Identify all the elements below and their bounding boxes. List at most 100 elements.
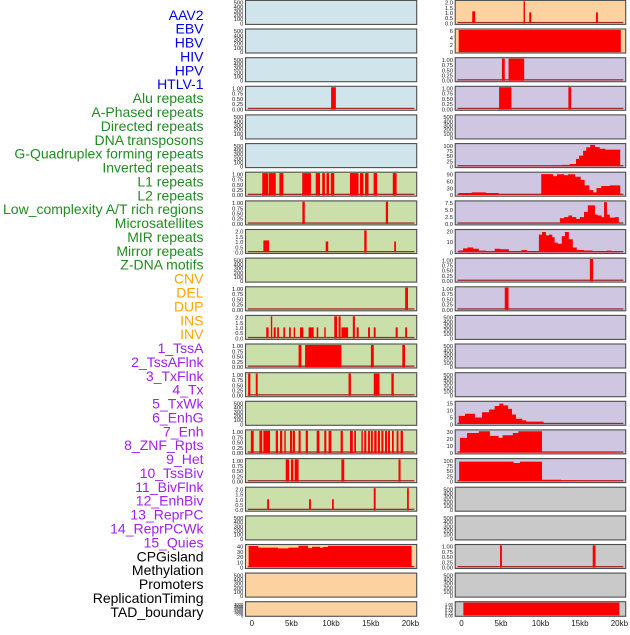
svg-text:1_TssA: 1_TssA bbox=[158, 340, 205, 356]
svg-text:4_Tx: 4_Tx bbox=[172, 382, 203, 398]
svg-text:500: 500 bbox=[234, 258, 244, 264]
svg-text:200: 200 bbox=[443, 586, 453, 592]
svg-text:Inverted repeats: Inverted repeats bbox=[102, 160, 203, 176]
svg-text:400: 400 bbox=[234, 148, 244, 154]
svg-text:0: 0 bbox=[450, 193, 453, 199]
svg-text:400: 400 bbox=[234, 262, 244, 268]
svg-text:0.50: 0.50 bbox=[442, 97, 453, 103]
svg-text:0: 0 bbox=[450, 480, 453, 486]
svg-text:500: 500 bbox=[234, 115, 244, 121]
svg-text:0: 0 bbox=[240, 50, 243, 56]
svg-text:15kb: 15kb bbox=[571, 619, 589, 628]
svg-text:1.00: 1.00 bbox=[442, 545, 453, 551]
svg-text:500: 500 bbox=[234, 402, 244, 408]
svg-text:0.25: 0.25 bbox=[232, 217, 243, 223]
svg-text:2.0: 2.0 bbox=[235, 316, 243, 322]
svg-text:ReplicationTiming: ReplicationTiming bbox=[93, 590, 204, 606]
svg-text:DUP: DUP bbox=[174, 298, 204, 314]
svg-text:0: 0 bbox=[240, 279, 243, 285]
svg-text:0.75: 0.75 bbox=[232, 292, 243, 298]
svg-text:0.75: 0.75 bbox=[442, 264, 453, 270]
svg-text:400: 400 bbox=[443, 577, 453, 583]
svg-text:Mirror repeats: Mirror repeats bbox=[116, 243, 203, 259]
svg-text:0: 0 bbox=[240, 565, 243, 571]
svg-text:100: 100 bbox=[443, 590, 453, 596]
svg-text:5.0: 5.0 bbox=[445, 208, 453, 214]
svg-text:EBV: EBV bbox=[175, 21, 204, 37]
svg-text:300: 300 bbox=[443, 353, 453, 359]
svg-text:2.0: 2.0 bbox=[235, 230, 243, 236]
svg-text:300: 300 bbox=[234, 9, 244, 15]
svg-text:0.75: 0.75 bbox=[442, 63, 453, 69]
svg-text:1.00: 1.00 bbox=[232, 373, 243, 379]
svg-text:400: 400 bbox=[443, 377, 453, 383]
svg-text:30: 30 bbox=[237, 550, 243, 556]
svg-text:200: 200 bbox=[234, 128, 244, 134]
svg-text:25: 25 bbox=[447, 159, 453, 165]
svg-text:INV: INV bbox=[180, 326, 204, 342]
svg-text:0: 0 bbox=[450, 508, 453, 514]
svg-text:400: 400 bbox=[234, 520, 244, 526]
svg-text:15_Quies: 15_Quies bbox=[144, 534, 204, 550]
svg-text:2.0: 2.0 bbox=[445, 1, 453, 7]
svg-text:1.0: 1.0 bbox=[445, 11, 453, 17]
svg-text:30: 30 bbox=[447, 186, 453, 192]
svg-text:200: 200 bbox=[443, 357, 453, 363]
svg-text:50: 50 bbox=[447, 154, 453, 160]
svg-text:1.00: 1.00 bbox=[232, 87, 243, 93]
svg-text:5_TxWk: 5_TxWk bbox=[152, 396, 204, 412]
svg-text:0: 0 bbox=[450, 336, 453, 342]
svg-text:15: 15 bbox=[447, 402, 453, 408]
svg-text:5kb: 5kb bbox=[285, 619, 298, 628]
svg-text:0.00: 0.00 bbox=[442, 107, 453, 113]
svg-text:0.25: 0.25 bbox=[442, 102, 453, 108]
svg-text:0: 0 bbox=[240, 165, 243, 171]
svg-text:0.5: 0.5 bbox=[235, 245, 243, 251]
svg-text:1.5: 1.5 bbox=[445, 6, 453, 12]
svg-text:15kb: 15kb bbox=[362, 619, 380, 628]
svg-text:1.5: 1.5 bbox=[235, 235, 243, 241]
svg-text:L2 repeats: L2 repeats bbox=[137, 187, 203, 203]
svg-text:0.0: 0.0 bbox=[235, 250, 243, 256]
svg-text:500: 500 bbox=[443, 373, 453, 379]
svg-text:0: 0 bbox=[450, 165, 453, 171]
svg-text:400: 400 bbox=[234, 5, 244, 11]
svg-text:0: 0 bbox=[450, 594, 453, 600]
svg-text:400: 400 bbox=[234, 406, 244, 412]
svg-text:4: 4 bbox=[450, 36, 454, 42]
svg-text:0.0: 0.0 bbox=[235, 508, 243, 514]
svg-text:200: 200 bbox=[234, 42, 244, 48]
svg-text:3_TxFlnk: 3_TxFlnk bbox=[146, 368, 205, 384]
svg-text:0.50: 0.50 bbox=[232, 297, 243, 303]
svg-text:0: 0 bbox=[250, 619, 255, 628]
svg-text:0.75: 0.75 bbox=[232, 378, 243, 384]
svg-text:7_Enh: 7_Enh bbox=[163, 423, 203, 439]
svg-text:500: 500 bbox=[236, 611, 244, 616]
svg-text:500: 500 bbox=[443, 115, 453, 121]
svg-text:100: 100 bbox=[443, 459, 453, 465]
svg-text:0.50: 0.50 bbox=[232, 383, 243, 389]
svg-text:60: 60 bbox=[447, 179, 453, 185]
svg-text:0.5: 0.5 bbox=[235, 331, 243, 337]
svg-text:400: 400 bbox=[234, 577, 244, 583]
svg-text:0.5: 0.5 bbox=[235, 503, 243, 509]
svg-text:INS: INS bbox=[180, 312, 203, 328]
svg-text:300: 300 bbox=[234, 123, 244, 129]
svg-text:G-Quadruplex forming repeats: G-Quadruplex forming repeats bbox=[14, 146, 203, 162]
svg-text:Microsatellites: Microsatellites bbox=[115, 215, 204, 231]
svg-text:500: 500 bbox=[443, 487, 453, 493]
svg-text:Methylation: Methylation bbox=[132, 562, 204, 578]
svg-text:0.0: 0.0 bbox=[235, 336, 243, 342]
svg-text:1.00: 1.00 bbox=[232, 459, 243, 465]
svg-text:0.75: 0.75 bbox=[232, 435, 243, 441]
svg-text:0.50: 0.50 bbox=[442, 297, 453, 303]
svg-text:0.75: 0.75 bbox=[232, 464, 243, 470]
svg-text:0.0: 0.0 bbox=[445, 222, 453, 228]
svg-text:500: 500 bbox=[234, 1, 244, 7]
svg-text:300: 300 bbox=[443, 496, 453, 502]
svg-text:1.00: 1.00 bbox=[232, 430, 243, 436]
svg-text:1.0: 1.0 bbox=[235, 326, 243, 332]
svg-text:0.25: 0.25 bbox=[232, 188, 243, 194]
svg-text:10_TssBiv: 10_TssBiv bbox=[140, 465, 204, 481]
svg-text:0.75: 0.75 bbox=[442, 292, 453, 298]
